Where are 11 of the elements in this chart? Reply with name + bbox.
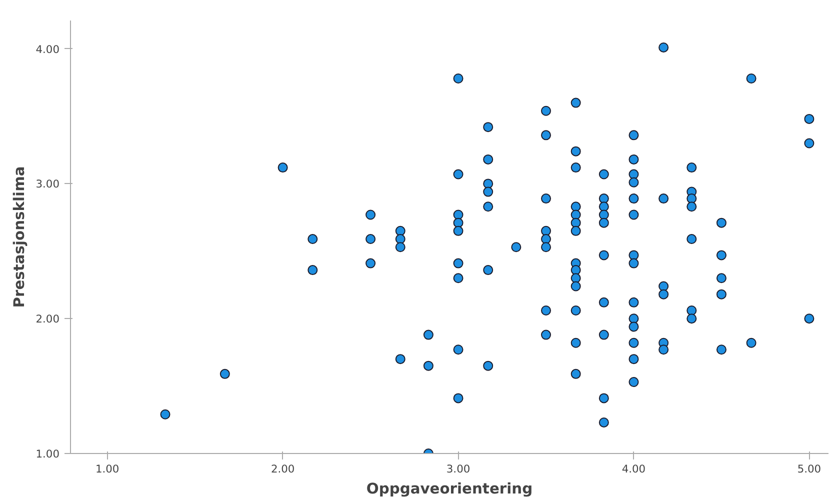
y-tick-label: 2.00 bbox=[36, 312, 60, 326]
y-tick-label: 4.00 bbox=[36, 42, 60, 56]
y-axis-title: Prestasjonsklima bbox=[10, 166, 28, 308]
x-tick-label: 4.00 bbox=[622, 462, 646, 476]
x-tick-label: 1.00 bbox=[95, 462, 120, 476]
x-axis-title: Oppgaveorientering bbox=[366, 480, 533, 498]
x-tick-label: 2.00 bbox=[270, 462, 295, 476]
x-tick-label: 3.00 bbox=[446, 462, 470, 476]
y-tick-label: 3.00 bbox=[36, 178, 60, 191]
y-tick-label: 1.00 bbox=[36, 448, 60, 460]
x-tick-label: 5.00 bbox=[797, 462, 822, 476]
